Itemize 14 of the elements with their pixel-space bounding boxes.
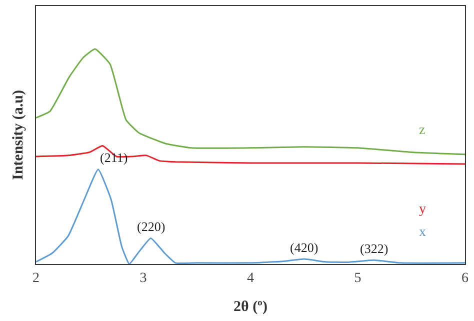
series-label: z: [419, 123, 426, 138]
y-axis-title: Intensity (a.u): [10, 90, 26, 180]
x-tick-label: 4: [247, 270, 254, 286]
x-axis-title: 2θ (º): [233, 298, 268, 315]
x-tick-label: 3: [140, 270, 147, 286]
x-tick-label: 5: [354, 270, 362, 286]
annotation: (211): [100, 150, 128, 165]
x-tick-label: 6: [462, 270, 468, 286]
x-tick-label: 2: [32, 270, 40, 286]
text: y: [419, 202, 426, 217]
annotation: (322): [360, 241, 388, 256]
annotation: (220): [137, 219, 166, 234]
series-label: x: [419, 225, 426, 240]
annotation: (420): [290, 240, 318, 255]
